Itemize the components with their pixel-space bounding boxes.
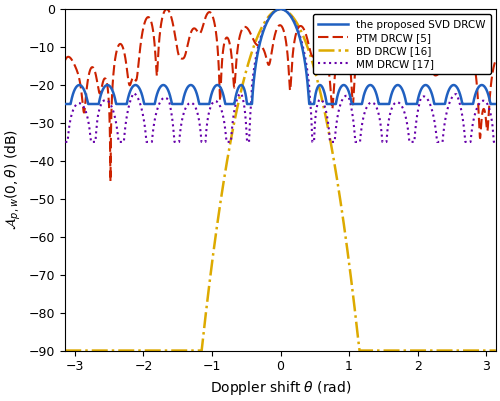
- PTM DRCW [5]: [336, 47, 342, 51]
- Line: the proposed SVD DRCW: the proposed SVD DRCW: [65, 9, 496, 104]
- BD DRCW [16]: [218, 195, 224, 200]
- BD DRCW [16]: [382, 348, 388, 353]
- the proposed SVD DRCW: [62, 101, 68, 106]
- the proposed SVD DRCW: [404, 101, 410, 106]
- the proposed SVD DRCW: [336, 89, 342, 94]
- MM DRCW [17]: [382, 140, 388, 144]
- BD DRCW [16]: [62, 348, 68, 353]
- the proposed SVD DRCW: [278, 7, 283, 12]
- MM DRCW [17]: [84, 113, 90, 117]
- PTM DRCW [5]: [493, 58, 499, 63]
- the proposed SVD DRCW: [317, 83, 323, 87]
- PTM DRCW [5]: [404, 49, 410, 54]
- Legend: the proposed SVD DRCW, PTM DRCW [5], BD DRCW [16], MM DRCW [17]: the proposed SVD DRCW, PTM DRCW [5], BD …: [313, 14, 490, 74]
- BD DRCW [16]: [336, 188, 342, 193]
- BD DRCW [16]: [404, 348, 410, 353]
- Line: MM DRCW [17]: MM DRCW [17]: [65, 9, 496, 142]
- MM DRCW [17]: [404, 124, 410, 129]
- X-axis label: Doppler shift $\theta$ (rad): Doppler shift $\theta$ (rad): [210, 379, 351, 397]
- MM DRCW [17]: [493, 140, 499, 144]
- PTM DRCW [5]: [108, 179, 114, 184]
- BD DRCW [16]: [317, 89, 323, 93]
- PTM DRCW [5]: [164, 7, 170, 12]
- the proposed SVD DRCW: [218, 86, 224, 91]
- the proposed SVD DRCW: [382, 101, 388, 106]
- BD DRCW [16]: [493, 348, 499, 353]
- BD DRCW [16]: [84, 348, 90, 353]
- MM DRCW [17]: [336, 108, 342, 113]
- MM DRCW [17]: [317, 97, 323, 102]
- MM DRCW [17]: [62, 140, 68, 144]
- Line: PTM DRCW [5]: PTM DRCW [5]: [65, 9, 496, 181]
- PTM DRCW [5]: [218, 73, 224, 78]
- PTM DRCW [5]: [84, 85, 90, 90]
- Line: BD DRCW [16]: BD DRCW [16]: [65, 9, 496, 350]
- Y-axis label: $\mathcal{A}_{p,w}(0, \theta)$ (dB): $\mathcal{A}_{p,w}(0, \theta)$ (dB): [4, 130, 24, 231]
- BD DRCW [16]: [278, 7, 283, 12]
- PTM DRCW [5]: [317, 45, 323, 49]
- PTM DRCW [5]: [382, 26, 388, 30]
- MM DRCW [17]: [278, 7, 283, 12]
- the proposed SVD DRCW: [84, 96, 90, 101]
- PTM DRCW [5]: [62, 58, 68, 63]
- MM DRCW [17]: [218, 107, 224, 111]
- the proposed SVD DRCW: [493, 101, 499, 106]
